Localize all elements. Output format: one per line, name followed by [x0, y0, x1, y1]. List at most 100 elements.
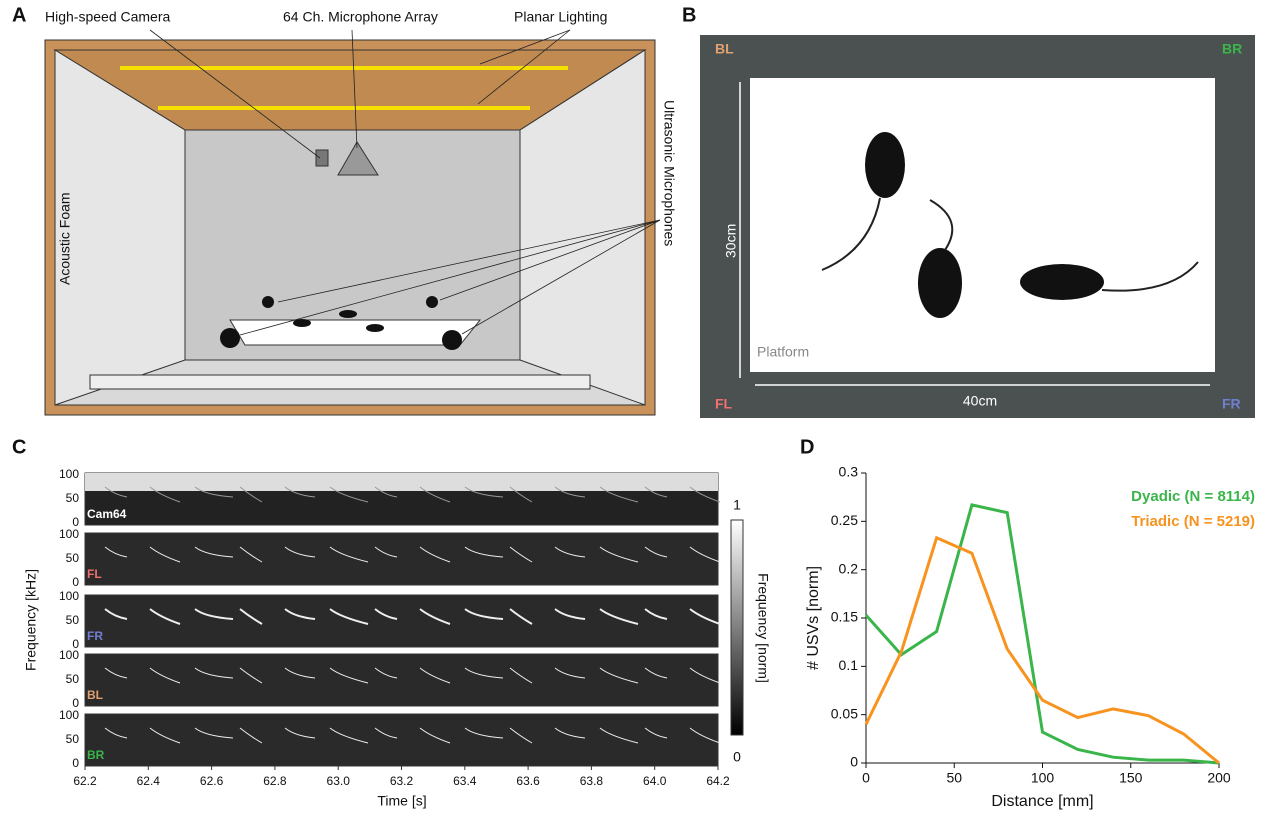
call-trace — [104, 727, 128, 739]
y-tick-label: 0 — [72, 696, 79, 710]
call-trace — [599, 727, 639, 744]
colorbar-label: Frequency [norm] — [755, 573, 771, 683]
mice — [865, 132, 1104, 318]
x-tick-label: 63.2 — [390, 774, 414, 788]
call-trace — [284, 667, 316, 679]
call-trace — [419, 486, 451, 503]
x-tick-label: 62.8 — [263, 774, 287, 788]
call-trace — [149, 667, 181, 684]
x-tick-label: 100 — [1031, 770, 1055, 786]
call-trace — [599, 608, 639, 625]
call-trace — [194, 727, 234, 739]
call-trace — [284, 608, 316, 620]
y-tick-label: 50 — [66, 491, 80, 505]
y-tick-label: 0.15 — [831, 609, 858, 625]
x-tick-label: 62.6 — [200, 774, 224, 788]
camera-icon — [315, 149, 329, 167]
call-trace — [644, 608, 668, 620]
call-trace — [554, 727, 586, 739]
call-trace — [464, 546, 504, 558]
call-trace — [239, 727, 263, 744]
panel-b: B BL BR FL FR 30cm 40cm Platform — [682, 4, 1255, 418]
call-trace — [104, 546, 128, 558]
x-tick-label: 64.2 — [706, 774, 730, 788]
platform-label: Platform — [757, 344, 809, 360]
call-trace — [644, 667, 668, 679]
call-trace — [689, 608, 721, 625]
x-tick-label: 150 — [1119, 770, 1143, 786]
panel-d: D 0 0.05 0.1 0.15 0.2 0.25 0.3 0 50 100 150 200 Dist… — [800, 436, 1255, 810]
call-trace — [419, 727, 451, 744]
call-trace — [554, 486, 586, 498]
call-trace — [464, 727, 504, 739]
call-trace — [284, 727, 316, 739]
mouse — [339, 310, 357, 318]
x-tick-label: 63.0 — [327, 774, 351, 788]
call-trace — [689, 667, 721, 684]
series-line — [864, 503, 1220, 765]
legend-entry: Dyadic (N = 8114) — [1131, 488, 1255, 505]
call-trace — [374, 608, 398, 620]
call-trace — [104, 667, 128, 679]
call-trace — [419, 608, 451, 625]
call-trace — [644, 486, 668, 498]
x-tick-label: 64.0 — [643, 774, 667, 788]
y-tick-label: 0.25 — [831, 512, 858, 528]
call-trace — [329, 608, 369, 625]
x-tick-label: 0 — [862, 770, 870, 786]
y-tick-label: 0 — [72, 575, 79, 589]
spectrogram — [84, 653, 719, 707]
x-tick-label: 62.4 — [137, 774, 161, 788]
panel-label: A — [12, 4, 26, 26]
call-trace — [509, 546, 533, 563]
wall-label: Acoustic Foam — [57, 192, 73, 285]
x-tick-label: 63.4 — [453, 774, 477, 788]
spectrogram — [84, 713, 719, 767]
y-tick-label: 0.05 — [831, 705, 858, 721]
y-tick-label: 0 — [72, 515, 79, 529]
y-tick-label: 0.3 — [839, 464, 859, 480]
mic — [262, 296, 274, 308]
x-tick-label: 62.2 — [73, 774, 97, 788]
corner-label: BL — [715, 41, 734, 57]
call-trace — [689, 546, 721, 563]
spectrogram — [84, 532, 719, 586]
call-trace — [374, 546, 398, 558]
y-tick-label: 100 — [59, 648, 79, 662]
call-trace — [239, 608, 263, 625]
y-tick-label: 50 — [66, 732, 80, 746]
call-trace — [554, 546, 586, 558]
spectrogram-band — [85, 473, 718, 491]
call-trace — [509, 727, 533, 744]
call-trace — [509, 486, 533, 503]
row-label: FL — [87, 567, 102, 581]
call-trace — [329, 546, 369, 563]
call-trace — [104, 486, 128, 498]
call-trace — [194, 608, 234, 620]
call-trace — [689, 727, 721, 744]
call-trace — [149, 608, 181, 625]
call-trace — [149, 546, 181, 563]
call-trace — [464, 667, 504, 679]
call-trace — [284, 486, 316, 498]
mic — [442, 330, 462, 350]
call-trace — [419, 546, 451, 563]
call-trace — [509, 667, 533, 684]
y-tick-label: 100 — [59, 467, 79, 481]
call-trace — [464, 486, 504, 498]
x-tick-label: 200 — [1207, 770, 1231, 786]
row-label: FR — [87, 629, 103, 643]
colorbar-tick: 1 — [733, 497, 741, 513]
base — [89, 374, 591, 390]
callout: Planar Lighting — [514, 9, 607, 25]
x-axis-label: Distance [mm] — [991, 793, 1093, 810]
panel-a: A High-speed Camera 64 Ch. Microphone Ar… — [12, 4, 677, 416]
call-trace — [599, 546, 639, 563]
call-trace — [149, 727, 181, 744]
scale-arrows — [739, 82, 1210, 386]
call-trace — [329, 486, 369, 503]
mic-array — [337, 141, 379, 176]
row-label: BR — [87, 748, 105, 762]
call-trace — [104, 608, 128, 620]
